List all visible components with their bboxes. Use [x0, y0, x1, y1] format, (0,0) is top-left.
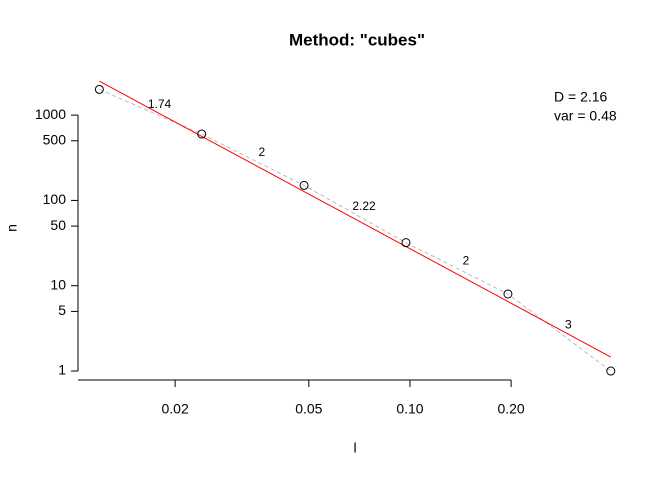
annotation: var = 0.48: [554, 108, 617, 124]
point: [606, 366, 616, 376]
x-axis-label: l: [353, 440, 356, 456]
point: [197, 129, 207, 139]
connector-line: [99, 88, 612, 372]
point: [299, 180, 309, 190]
point: [94, 84, 104, 94]
y-tick-label: 10: [50, 276, 66, 292]
chart-title: Method: "cubes": [289, 30, 425, 49]
x-tick-label: 0.05: [295, 401, 322, 417]
slope-label: 2: [259, 145, 266, 159]
point: [401, 238, 411, 248]
x-tick-label: 0.20: [497, 401, 524, 417]
point: [503, 289, 513, 299]
y-tick-label: 1: [58, 362, 66, 378]
y-tick-label: 50: [50, 217, 66, 233]
slope-label: 2: [463, 253, 470, 267]
annotation: D = 2.16: [554, 89, 608, 105]
y-axis-label: n: [4, 224, 20, 232]
y-tick-label: 5: [58, 302, 66, 318]
y-tick-label: 500: [43, 131, 67, 147]
x-tick-label: 0.02: [161, 401, 188, 417]
slope-label: 2.22: [352, 199, 376, 213]
y-tick-label: 100: [43, 191, 67, 207]
y-tick-label: 1000: [35, 106, 66, 122]
slope-label: 1.74: [148, 97, 172, 111]
x-tick-label: 0.10: [396, 401, 423, 417]
fit-line: [99, 80, 612, 358]
slope-label: 3: [565, 318, 572, 332]
